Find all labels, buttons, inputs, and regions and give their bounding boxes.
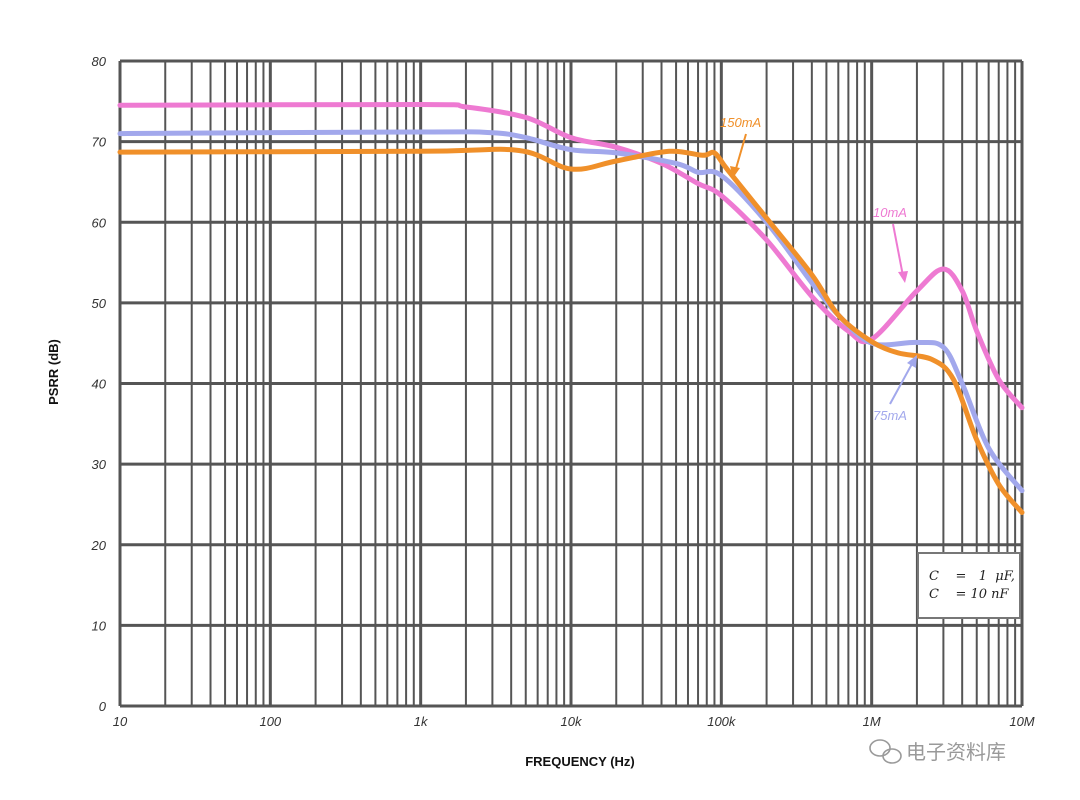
wechat-icon <box>869 739 902 764</box>
annotation-75mA: 75mA <box>873 355 917 423</box>
annotation-75mA-arrow <box>889 361 914 405</box>
tick-labels: 0 10 20 30 40 50 60 70 80 10 100 1k 10k 100k 1M 10M <box>91 54 1035 729</box>
annotation-10mA-arrowhead <box>898 271 908 283</box>
annotation-150mA-arrow <box>734 133 747 173</box>
grid <box>118 59 1024 708</box>
x-tick-label: 10 <box>113 714 128 729</box>
y-tick-label: 40 <box>92 377 107 392</box>
annotation-10mA-label: 10mA <box>873 205 907 220</box>
legend-line-1: C = 1 μF, <box>929 569 1015 584</box>
x-tick-label: 1M <box>863 714 881 729</box>
y-tick-label: 10 <box>92 618 107 633</box>
y-tick-label: 70 <box>92 135 107 150</box>
annotation-150mA: 150mA <box>720 115 761 178</box>
series-line-150mA <box>117 146 1025 515</box>
watermark-text: 电子资料库 <box>906 740 1006 764</box>
annotation-150mA-label: 150mA <box>720 115 761 130</box>
y-tick-label: 0 <box>99 699 107 714</box>
annotation-75mA-label: 75mA <box>873 408 907 423</box>
annotation-10mA-arrow <box>892 223 904 277</box>
x-axis-label: FREQUENCY (Hz) <box>525 754 635 769</box>
y-tick-label: 80 <box>92 54 107 69</box>
x-tick-label: 10k <box>561 714 583 729</box>
y-tick-label: 20 <box>91 538 107 553</box>
y-tick-label: 60 <box>92 215 107 230</box>
annotation-10mA: 10mA <box>873 205 908 283</box>
legend-line-2: C = 10 nF <box>929 587 1010 602</box>
series-line-10mA <box>117 101 1025 411</box>
series-line-75mA <box>117 129 1025 494</box>
y-tick-label: 50 <box>92 296 107 311</box>
x-tick-label: 10M <box>1009 714 1034 729</box>
legend-box-frame <box>917 552 1021 619</box>
annotation-150mA-arrowhead <box>730 166 740 178</box>
series-lines <box>117 101 1025 515</box>
annotation-75mA-arrowhead <box>907 355 917 368</box>
x-tick-label: 1k <box>414 714 429 729</box>
y-tick-label: 30 <box>92 457 107 472</box>
watermark: 电子资料库 <box>869 739 1006 764</box>
y-axis-label: PSRR (dB) <box>46 339 61 405</box>
legend-box: C = 1 μF, C = 10 nF <box>917 552 1021 619</box>
x-tick-label: 100k <box>707 714 737 729</box>
x-tick-label: 100 <box>259 714 281 729</box>
